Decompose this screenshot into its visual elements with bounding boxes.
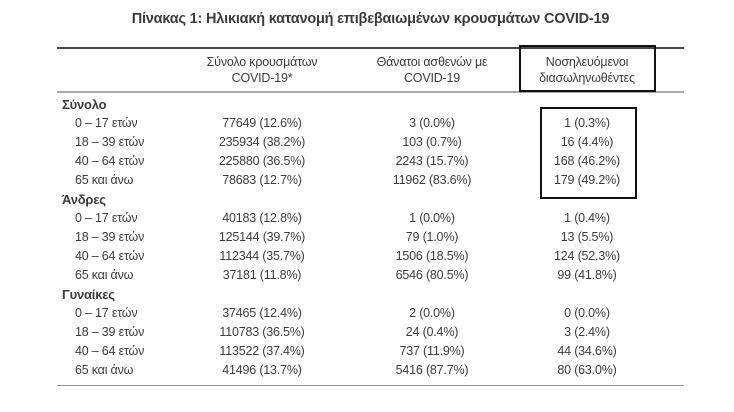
table-row: 0 – 17 ετών 40183 (12.8%) 1 (0.0%) 1 (0.… (57, 209, 684, 228)
cases-cell: 40183 (12.8%) (222, 211, 302, 225)
col-header-line: διασωληνωθέντες (539, 71, 635, 85)
cases-cell: 77649 (12.6%) (222, 116, 302, 130)
col-header-deaths: Θάνατοι ασθενών με COVID-19 (354, 54, 510, 86)
table-row: 18 – 39 ετών 235934 (38.2%) 103 (0.7%) 1… (57, 133, 684, 152)
intubated-cell: 124 (52.3%) (554, 249, 620, 263)
row-label: 65 και άνω (75, 268, 134, 282)
row-label: 18 – 39 ετών (75, 230, 145, 244)
col-header-line: Θάνατοι ασθενών με (376, 55, 488, 69)
table-row: 40 – 64 ετών 225880 (36.5%) 2243 (15.7%)… (57, 152, 684, 171)
table-row: 18 – 39 ετών 110783 (36.5%) 24 (0.4%) 3 … (57, 323, 684, 342)
intubated-cell: 80 (63.0%) (557, 363, 617, 377)
section-header-men: Άνδρες (62, 192, 106, 207)
cases-cell: 113522 (37.4%) (219, 344, 305, 358)
cases-cell: 112344 (35.7%) (219, 249, 305, 263)
deaths-cell: 5416 (87.7%) (395, 363, 469, 377)
cases-cell: 110783 (36.5%) (219, 325, 305, 339)
cases-cell: 235934 (38.2%) (218, 135, 306, 149)
row-label: 0 – 17 ετών (75, 211, 138, 225)
section-header-women: Γυναίκες (62, 287, 115, 302)
col-header-line: Νοσηλευόμενοι (545, 55, 629, 69)
col-header-intubated: Νοσηλευόμενοι διασωληνωθέντες (510, 54, 664, 86)
cases-cell: 225880 (36.5%) (218, 154, 306, 168)
deaths-cell: 3 (0.0%) (409, 116, 455, 130)
table-header-row: Σύνολο κρουσμάτων COVID-19* Θάνατοι ασθε… (57, 49, 684, 93)
deaths-cell: 6546 (80.5%) (395, 268, 469, 282)
cases-cell: 37181 (11.8%) (222, 268, 302, 282)
table-row: 18 – 39 ετών 125144 (39.7%) 79 (1.0%) 13… (57, 228, 684, 247)
intubated-cell: 168 (46.2%) (554, 154, 620, 168)
section-header-total: Σύνολο (62, 97, 107, 112)
cases-cell: 41496 (13.7%) (222, 363, 302, 377)
deaths-cell: 79 (1.0%) (405, 230, 459, 244)
row-label: 65 και άνω (75, 363, 134, 377)
table-row: 65 και άνω 37181 (11.8%) 6546 (80.5%) 99… (57, 266, 684, 285)
col-header-line: COVID-19* (231, 71, 293, 85)
covid-age-table: Σύνολο κρουσμάτων COVID-19* Θάνατοι ασθε… (57, 47, 684, 386)
row-label: 40 – 64 ετών (75, 249, 145, 263)
deaths-cell: 737 (11.9%) (399, 344, 465, 358)
intubated-cell: 1 (0.3%) (564, 116, 610, 130)
intubated-cell: 99 (41.8%) (557, 268, 617, 282)
table-row: 40 – 64 ετών 112344 (35.7%) 1506 (18.5%)… (57, 247, 684, 266)
deaths-cell: 1506 (18.5%) (395, 249, 469, 263)
intubated-cell: 44 (34.6%) (557, 344, 617, 358)
table-row: 65 και άνω 41496 (13.7%) 5416 (87.7%) 80… (57, 361, 684, 380)
table-row: 0 – 17 ετών 37465 (12.4%) 2 (0.0%) 0 (0.… (57, 304, 684, 323)
intubated-cell: 1 (0.4%) (564, 211, 610, 225)
intubated-cell: 0 (0.0%) (564, 306, 610, 320)
table-row: 65 και άνω 78683 (12.7%) 11962 (83.6%) 1… (57, 171, 684, 190)
deaths-cell: 11962 (83.6%) (392, 173, 472, 187)
cases-cell: 37465 (12.4%) (222, 306, 302, 320)
col-header-empty (57, 54, 170, 86)
table-row: 0 – 17 ετών 77649 (12.6%) 3 (0.0%) 1 (0.… (57, 114, 684, 133)
intubated-cell: 179 (49.2%) (554, 173, 620, 187)
intubated-cell: 16 (4.4%) (560, 135, 614, 149)
row-label: 18 – 39 ετών (75, 135, 145, 149)
table-title: Πίνακας 1: Ηλικιακή κατανομή επιβεβαιωμέ… (131, 11, 610, 27)
row-label: 18 – 39 ετών (75, 325, 145, 339)
row-label: 0 – 17 ετών (75, 116, 138, 130)
cases-cell: 78683 (12.7%) (222, 173, 302, 187)
table-body: Σύνολο 0 – 17 ετών 77649 (12.6%) 3 (0.0%… (57, 93, 684, 386)
deaths-cell: 2243 (15.7%) (395, 154, 469, 168)
row-label: 65 και άνω (75, 173, 134, 187)
deaths-cell: 1 (0.0%) (409, 211, 455, 225)
row-label: 40 – 64 ετών (75, 344, 145, 358)
highlight-box-total-intubated-values (540, 107, 637, 199)
col-header-line: COVID-19 (403, 71, 461, 85)
deaths-cell: 24 (0.4%) (405, 325, 459, 339)
table-row: 40 – 64 ετών 113522 (37.4%) 737 (11.9%) … (57, 342, 684, 361)
intubated-cell: 3 (2.4%) (564, 325, 610, 339)
col-header-line: Σύνολο κρουσμάτων (206, 55, 318, 69)
col-header-total-cases: Σύνολο κρουσμάτων COVID-19* (170, 54, 354, 86)
highlight-box-intubated-header (519, 45, 656, 92)
row-label: 0 – 17 ετών (75, 306, 138, 320)
row-label: 40 – 64 ετών (75, 154, 145, 168)
cases-cell: 125144 (39.7%) (218, 230, 306, 244)
deaths-cell: 2 (0.0%) (409, 306, 455, 320)
deaths-cell: 103 (0.7%) (402, 135, 462, 149)
intubated-cell: 13 (5.5%) (560, 230, 614, 244)
